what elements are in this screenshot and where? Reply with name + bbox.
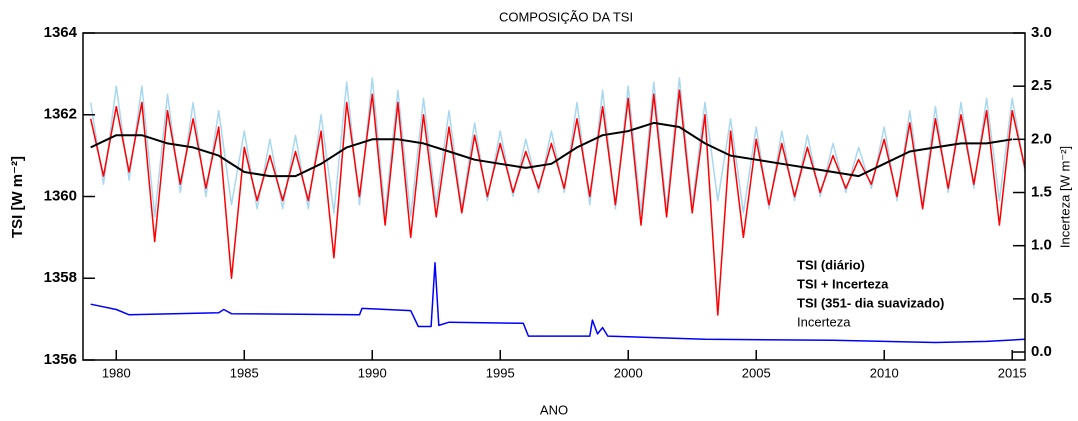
legend-entry: Incerteza bbox=[797, 314, 851, 329]
x-tick-label: 2015 bbox=[998, 365, 1027, 380]
x-tick-label: 2005 bbox=[742, 365, 771, 380]
y2-axis-label: Incerteza [W m⁻²] bbox=[1057, 146, 1072, 248]
series-line bbox=[89, 77, 1026, 218]
series-line bbox=[90, 261, 1026, 344]
legend-entry: TSI (diário) bbox=[797, 257, 865, 272]
x-tick-label: 1990 bbox=[358, 365, 387, 380]
series-line bbox=[89, 89, 1026, 316]
y2-tick-label: 0.5 bbox=[1031, 290, 1052, 307]
x-tick-label: 1980 bbox=[102, 365, 131, 380]
y-tick-label: 1360 bbox=[44, 187, 77, 204]
y-tick-label: 1358 bbox=[44, 269, 77, 286]
x-axis-label: ANO bbox=[540, 402, 568, 417]
y2-tick-label: 1.5 bbox=[1031, 183, 1052, 200]
y-tick-label: 1356 bbox=[44, 351, 77, 368]
y2-tick-label: 2.5 bbox=[1031, 77, 1052, 94]
y2-tick-label: 2.0 bbox=[1031, 130, 1052, 147]
series-line bbox=[90, 121, 1013, 178]
x-tick-label: 2010 bbox=[870, 365, 899, 380]
y2-tick-label: 1.0 bbox=[1031, 237, 1052, 254]
y2-tick-label: 3.0 bbox=[1031, 24, 1052, 41]
x-tick-label: 1995 bbox=[486, 365, 515, 380]
legend-entry: TSI + Incerteza bbox=[797, 276, 889, 291]
chart-title: COMPOSIÇÃO DA TSI bbox=[499, 9, 633, 24]
x-tick-label: 1985 bbox=[230, 365, 259, 380]
y2-tick-label: 0.0 bbox=[1031, 343, 1052, 360]
legend-entry: TSI (351- dia suavizado) bbox=[797, 295, 944, 310]
y-axis-label: TSI [W m⁻²] bbox=[9, 156, 26, 238]
y-tick-label: 1362 bbox=[44, 106, 77, 123]
x-tick-label: 2000 bbox=[614, 365, 643, 380]
y-tick-label: 1364 bbox=[44, 24, 78, 41]
